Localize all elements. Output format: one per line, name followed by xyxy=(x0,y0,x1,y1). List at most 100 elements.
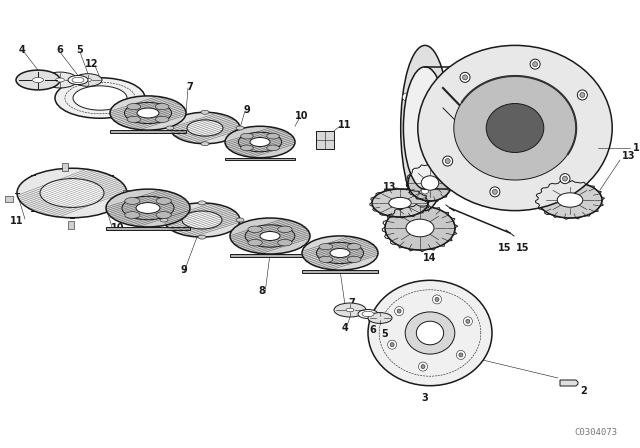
Ellipse shape xyxy=(68,76,88,85)
Ellipse shape xyxy=(201,110,209,114)
Ellipse shape xyxy=(330,249,350,258)
Text: 12: 12 xyxy=(85,59,99,69)
Ellipse shape xyxy=(156,211,172,219)
Ellipse shape xyxy=(267,134,279,139)
Ellipse shape xyxy=(42,72,77,88)
Ellipse shape xyxy=(248,226,262,233)
Ellipse shape xyxy=(164,203,240,237)
Text: 10: 10 xyxy=(295,111,308,121)
Text: 6: 6 xyxy=(370,325,376,335)
Text: 1: 1 xyxy=(633,143,640,153)
Text: 11: 11 xyxy=(339,120,352,130)
Text: 13: 13 xyxy=(622,151,636,161)
Ellipse shape xyxy=(241,145,253,151)
Ellipse shape xyxy=(403,67,447,189)
Ellipse shape xyxy=(319,256,333,263)
Ellipse shape xyxy=(238,132,282,152)
Polygon shape xyxy=(106,227,190,230)
Ellipse shape xyxy=(125,198,140,204)
Ellipse shape xyxy=(40,179,104,207)
Ellipse shape xyxy=(372,189,428,217)
Polygon shape xyxy=(560,380,578,386)
Ellipse shape xyxy=(250,138,270,146)
Ellipse shape xyxy=(368,313,392,323)
Polygon shape xyxy=(225,158,295,160)
Text: 5: 5 xyxy=(381,329,388,339)
Circle shape xyxy=(532,62,538,67)
Ellipse shape xyxy=(417,321,444,345)
Circle shape xyxy=(459,353,463,357)
Text: 15: 15 xyxy=(499,243,512,253)
Ellipse shape xyxy=(362,311,374,317)
Circle shape xyxy=(560,174,570,184)
Circle shape xyxy=(421,365,425,369)
Circle shape xyxy=(577,90,588,100)
Ellipse shape xyxy=(358,310,378,319)
Ellipse shape xyxy=(230,218,310,254)
Circle shape xyxy=(460,73,470,82)
Circle shape xyxy=(456,350,465,359)
Ellipse shape xyxy=(389,198,412,209)
Ellipse shape xyxy=(187,120,223,136)
Ellipse shape xyxy=(198,201,206,205)
Ellipse shape xyxy=(124,103,172,124)
Circle shape xyxy=(395,306,404,315)
Circle shape xyxy=(443,156,452,166)
Ellipse shape xyxy=(278,240,292,246)
Bar xyxy=(5,196,13,202)
Circle shape xyxy=(419,362,428,371)
Ellipse shape xyxy=(316,242,364,263)
Text: 2: 2 xyxy=(580,386,587,396)
Circle shape xyxy=(530,59,540,69)
Ellipse shape xyxy=(201,142,209,146)
Ellipse shape xyxy=(74,74,102,86)
Ellipse shape xyxy=(278,226,292,233)
Text: 3: 3 xyxy=(422,393,428,403)
Text: 10: 10 xyxy=(111,223,125,233)
Circle shape xyxy=(445,159,450,164)
Ellipse shape xyxy=(136,202,160,213)
Ellipse shape xyxy=(127,103,141,110)
Ellipse shape xyxy=(17,168,127,218)
Text: 7: 7 xyxy=(349,298,355,308)
Text: 15: 15 xyxy=(516,243,530,253)
Circle shape xyxy=(463,75,467,80)
Ellipse shape xyxy=(125,211,140,219)
Circle shape xyxy=(403,93,410,101)
Circle shape xyxy=(440,93,447,101)
Ellipse shape xyxy=(156,103,169,110)
Ellipse shape xyxy=(454,76,576,180)
Ellipse shape xyxy=(267,145,279,151)
Text: 6: 6 xyxy=(56,45,63,55)
Circle shape xyxy=(580,92,585,98)
Text: 4: 4 xyxy=(342,323,348,333)
Circle shape xyxy=(435,297,439,302)
Ellipse shape xyxy=(84,78,92,82)
Text: 11: 11 xyxy=(10,216,24,226)
Ellipse shape xyxy=(156,116,169,122)
Ellipse shape xyxy=(302,236,378,270)
Circle shape xyxy=(466,319,470,323)
Ellipse shape xyxy=(385,206,455,250)
Ellipse shape xyxy=(160,218,168,222)
Ellipse shape xyxy=(33,78,44,82)
Ellipse shape xyxy=(170,112,240,144)
Ellipse shape xyxy=(106,189,190,227)
Text: 9: 9 xyxy=(244,105,250,115)
Ellipse shape xyxy=(406,219,434,237)
Text: 5: 5 xyxy=(77,45,83,55)
Ellipse shape xyxy=(421,176,439,190)
Bar xyxy=(123,190,131,196)
Ellipse shape xyxy=(260,232,280,241)
Ellipse shape xyxy=(319,244,333,250)
Ellipse shape xyxy=(368,280,492,386)
Ellipse shape xyxy=(557,193,583,207)
Text: 13: 13 xyxy=(383,182,397,192)
Circle shape xyxy=(421,186,429,194)
Ellipse shape xyxy=(348,244,361,250)
Ellipse shape xyxy=(122,196,174,220)
Ellipse shape xyxy=(198,235,206,239)
Ellipse shape xyxy=(73,86,127,110)
Ellipse shape xyxy=(137,108,159,118)
Ellipse shape xyxy=(236,126,244,130)
